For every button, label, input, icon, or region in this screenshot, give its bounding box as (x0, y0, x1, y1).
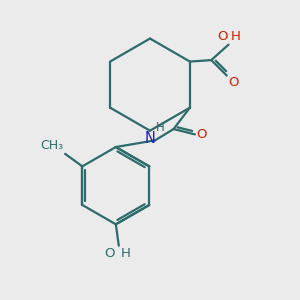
Text: H: H (230, 30, 240, 44)
Text: O: O (197, 128, 207, 142)
Text: H: H (156, 121, 164, 134)
Text: O: O (105, 247, 115, 260)
Text: N: N (144, 131, 155, 146)
Text: O: O (217, 30, 227, 44)
Text: H: H (120, 247, 130, 260)
Text: CH₃: CH₃ (40, 139, 63, 152)
Text: O: O (228, 76, 238, 89)
